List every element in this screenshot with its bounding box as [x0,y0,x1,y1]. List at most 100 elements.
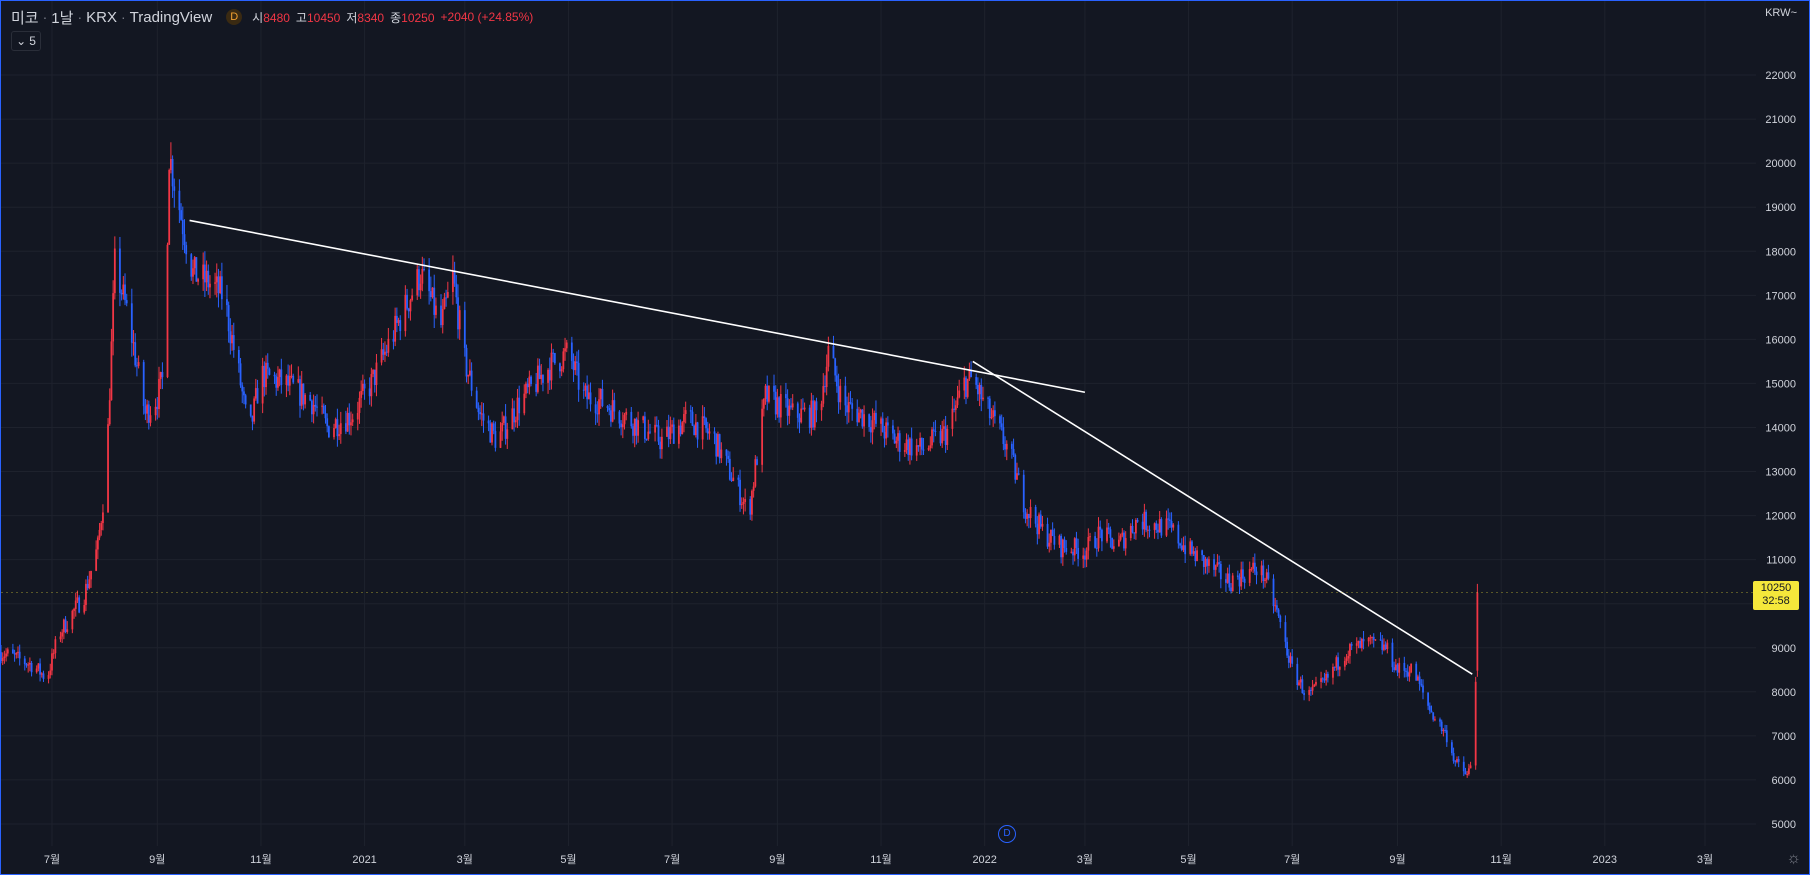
trendline [972,360,1473,675]
candle-body [42,673,45,679]
y-tick-label: 17000 [1765,290,1796,302]
candle-body [835,375,838,387]
candle-body [976,384,979,395]
dividend-marker[interactable]: D [998,825,1016,843]
candle-body [445,297,448,299]
candle-body [265,362,267,388]
x-tick-label: 9월 [149,853,165,866]
y-tick-label: 19000 [1765,202,1796,214]
bar-countdown: 32:58 [1762,595,1790,607]
candle-body [1070,551,1073,553]
candle-body [917,445,920,447]
candle-body [1168,519,1171,521]
candle-body [1,652,2,661]
y-tick-label: 22000 [1765,70,1796,82]
candle-body [1408,672,1411,677]
candle-body [677,425,680,444]
candle-body [718,434,721,459]
candle-body [703,416,706,419]
chevron-down-icon: ⌄ [16,34,27,48]
candle-body [657,425,660,442]
candle-body [278,369,281,378]
candle-body [504,416,507,439]
symbol-name[interactable]: 미코 [11,9,39,27]
y-tick-label: 7000 [1772,731,1796,743]
candle-body [1010,443,1013,449]
data-status-icon[interactable]: D [226,9,243,25]
candle-body [730,479,733,482]
candle-body [858,412,860,423]
candle-body [268,368,271,375]
candle-body [779,394,782,418]
trendline [189,219,1086,394]
candle-body [861,409,864,427]
last-price-tag: 10250 32:58 [1753,581,1799,610]
candle-body [443,297,446,310]
candle-body [1238,577,1241,587]
interval-label[interactable]: 1날 [51,9,74,27]
candle-body [1124,538,1127,549]
candle-body [356,412,359,420]
candle-body [489,423,492,443]
candle-body [717,434,719,457]
candle-body [348,412,351,426]
candle-body [932,429,935,431]
candle-body [883,432,886,439]
candle-body [227,305,230,332]
candle-body [1075,538,1078,548]
candle-body [1323,679,1326,681]
candle-body [1089,536,1091,538]
candle-body [800,408,803,423]
last-price: 10250 [1760,582,1792,594]
candle-body [999,416,1001,424]
candle-body [572,360,575,371]
candle-body [326,418,329,427]
candle-body [351,419,354,423]
candle-body [1383,644,1385,650]
candle-body [316,406,318,408]
candle-body [142,362,145,407]
candle-body [375,362,378,385]
candle-body [1099,526,1102,530]
candle-body [980,384,983,400]
candle-body [166,244,169,378]
candle-body [869,426,872,433]
candle-body [632,426,634,436]
candle-body [441,309,444,326]
candle-body [565,342,568,349]
candle-body [1255,571,1258,576]
candle-body [943,426,945,429]
candle-body [649,431,651,433]
candle-body [467,375,470,377]
candle-body [1101,529,1103,542]
candle-body [1002,427,1005,445]
candle-body [1343,660,1346,667]
candle-body [1058,535,1061,545]
indicators-collapse-button[interactable]: ⌄ 5 [11,31,41,51]
candle-body [810,400,813,428]
candle-body [1277,609,1280,616]
candle-body [895,440,898,444]
candle-body [1466,774,1469,776]
candle-body [1024,512,1027,519]
candle-body [251,415,254,422]
candle-body [642,416,645,421]
candle-body [1405,670,1407,672]
candle-body [1208,559,1210,566]
candle-body [217,276,220,294]
candle-body [511,408,514,430]
candle-body [64,619,67,632]
candle-body [530,376,532,385]
candle-body [1243,578,1246,583]
candle-body [910,438,913,456]
settings-gear-icon[interactable]: ☼ [1786,850,1801,867]
candle-body [1276,605,1278,610]
candle-body [553,352,556,364]
candle-body [409,300,412,312]
candle-body [849,402,852,404]
candle-body [577,362,580,390]
currency-selector[interactable]: KRW~ [1765,7,1797,19]
candle-body [302,383,305,405]
candle-body [773,385,775,392]
